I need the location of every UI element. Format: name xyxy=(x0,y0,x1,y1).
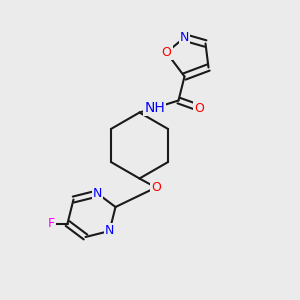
Text: F: F xyxy=(47,217,55,230)
Text: O: O xyxy=(162,46,171,59)
Text: O: O xyxy=(195,101,204,115)
Text: NH: NH xyxy=(144,101,165,115)
Text: N: N xyxy=(180,31,189,44)
Text: N: N xyxy=(105,224,114,238)
Text: N: N xyxy=(93,187,102,200)
Text: O: O xyxy=(151,181,161,194)
